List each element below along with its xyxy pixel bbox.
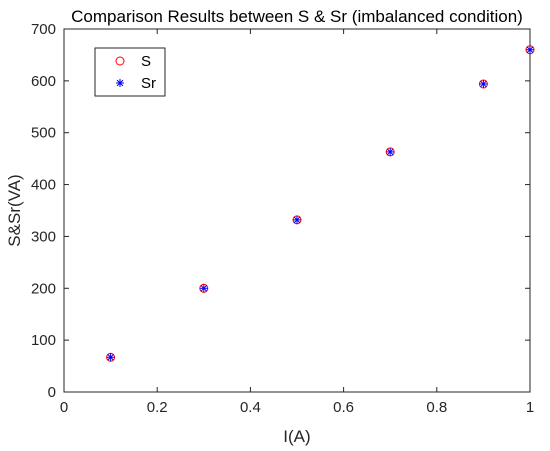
y-tick-label: 600 xyxy=(31,73,56,90)
y-tick-label: 500 xyxy=(31,125,56,142)
chart-title: Comparison Results between S & Sr (imbal… xyxy=(71,7,523,26)
data-points xyxy=(106,45,535,362)
legend-label: S xyxy=(141,53,151,70)
x-tick-label: 0.8 xyxy=(426,399,447,416)
y-tick-label: 400 xyxy=(31,177,56,194)
axis-tick-labels: 0 0.2 0.4 0.6 0.8 1 0 100 200 300 400 500 600 700 xyxy=(31,21,534,416)
x-axis-label: I(A) xyxy=(283,427,310,446)
data-point-sr xyxy=(293,215,301,224)
y-axis-label: S&Sr(VA) xyxy=(5,174,24,246)
legend-label: Sr xyxy=(141,75,156,92)
x-tick-label: 0.2 xyxy=(147,399,168,416)
data-point-sr xyxy=(526,45,534,54)
x-tick-label: 1 xyxy=(526,399,534,416)
data-point-sr xyxy=(479,79,488,88)
legend-box xyxy=(94,47,166,97)
y-tick-label: 0 xyxy=(48,384,56,401)
legend: S Sr xyxy=(94,47,166,97)
y-tick-label: 200 xyxy=(31,280,56,297)
x-tick-label: 0.4 xyxy=(240,399,261,416)
y-tick-label: 300 xyxy=(31,228,56,245)
data-point-sr xyxy=(199,284,208,293)
y-tick-label: 100 xyxy=(31,332,56,349)
data-point-sr xyxy=(106,353,115,362)
legend-marker-s xyxy=(115,56,125,66)
axis-ticks xyxy=(63,28,531,393)
data-point-sr xyxy=(386,147,395,156)
x-tick-label: 0.6 xyxy=(333,399,354,416)
x-tick-label: 0 xyxy=(60,399,68,416)
legend-marker-sr xyxy=(116,79,124,87)
y-tick-label: 700 xyxy=(31,21,56,38)
